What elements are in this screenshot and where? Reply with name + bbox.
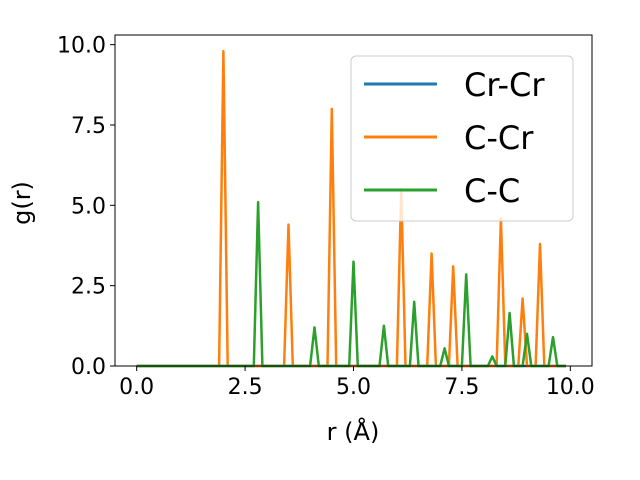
series-line-c-c [136, 200, 566, 368]
legend-label-c-c: C-C [464, 172, 520, 210]
x-axis-label: r (Å) [327, 417, 380, 446]
x-tick-label: 10.0 [546, 375, 595, 400]
legend-label-c-cr: C-Cr [464, 119, 534, 157]
y-tick-label: 2.5 [71, 275, 106, 300]
x-tick-label: 2.5 [228, 375, 263, 400]
legend: Cr-Cr C-Cr C-C [350, 55, 574, 222]
x-axis: 0.0 2.5 5.0 7.5 10.0 [119, 366, 595, 400]
series-line-c-cr [136, 49, 566, 368]
y-tick-label: 5.0 [71, 194, 106, 219]
y-axis: 0.0 2.5 5.0 7.5 10.0 [57, 34, 115, 380]
y-axis-label: g(r) [8, 181, 36, 225]
legend-label-cr-cr: Cr-Cr [464, 66, 545, 104]
y-tick-label: 7.5 [71, 114, 106, 139]
x-tick-label: 0.0 [119, 375, 154, 400]
y-tick-label: 0.0 [71, 355, 106, 380]
x-tick-label: 7.5 [444, 375, 479, 400]
x-tick-label: 5.0 [336, 375, 371, 400]
legend-frame [350, 55, 574, 222]
y-tick-label: 10.0 [57, 34, 106, 59]
